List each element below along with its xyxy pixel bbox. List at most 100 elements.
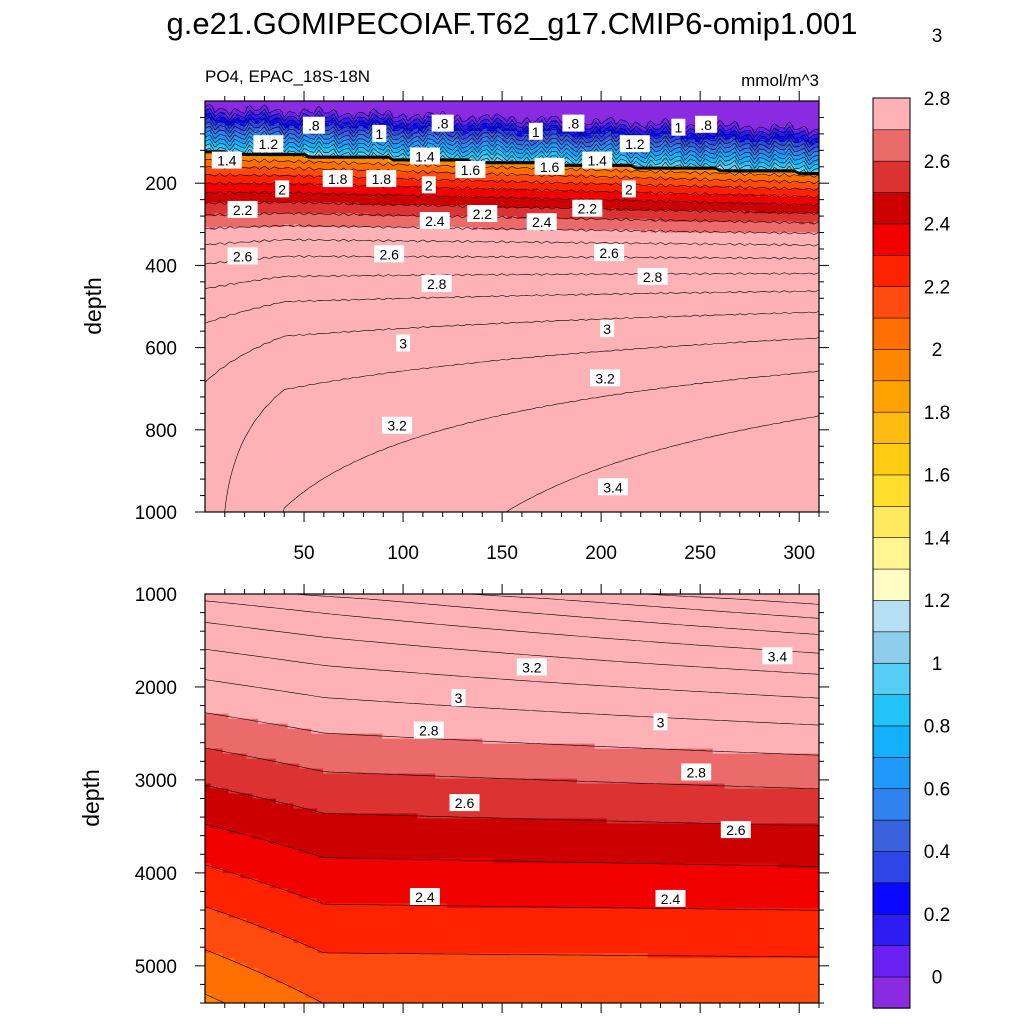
field-cell bbox=[685, 158, 691, 162]
field-cell bbox=[403, 185, 409, 190]
field-cell bbox=[546, 183, 553, 187]
field-cell bbox=[784, 155, 790, 160]
field-cell bbox=[447, 194, 454, 198]
field-cell bbox=[279, 161, 285, 165]
field-cell bbox=[363, 109, 369, 113]
field-cell bbox=[715, 144, 721, 149]
field-cell bbox=[289, 120, 295, 124]
field-cell bbox=[462, 128, 469, 132]
field-cell bbox=[205, 122, 211, 127]
field-cell bbox=[403, 147, 409, 151]
field-cell bbox=[566, 133, 573, 138]
field-cell bbox=[417, 205, 424, 209]
field-cell bbox=[363, 191, 369, 195]
field-cell bbox=[571, 172, 577, 176]
field-cell bbox=[526, 177, 533, 182]
field-cell bbox=[744, 136, 751, 140]
field-cell bbox=[467, 109, 473, 113]
field-cell bbox=[556, 174, 563, 179]
field-cell bbox=[769, 207, 776, 212]
field-cell bbox=[551, 207, 558, 212]
field-cell bbox=[655, 133, 662, 138]
field-cell bbox=[680, 188, 686, 193]
field-cell bbox=[789, 158, 795, 162]
field-cell bbox=[799, 101, 805, 105]
field-cell bbox=[507, 191, 513, 195]
field-cell bbox=[650, 111, 657, 116]
field-cell bbox=[680, 205, 686, 209]
field-cell bbox=[665, 101, 672, 105]
field-cell bbox=[308, 205, 315, 209]
field-cell bbox=[363, 188, 369, 193]
field-cell bbox=[719, 196, 726, 201]
field-cell bbox=[219, 128, 226, 132]
field-cell bbox=[690, 142, 696, 146]
field-cell bbox=[417, 133, 424, 138]
field-cell bbox=[308, 144, 315, 149]
field-cell bbox=[749, 166, 756, 171]
field-cell bbox=[403, 144, 409, 149]
field-cell bbox=[606, 172, 612, 176]
field-cell bbox=[606, 196, 612, 201]
field-cell bbox=[566, 139, 573, 143]
field-cell bbox=[472, 158, 478, 162]
field-cell bbox=[373, 106, 379, 110]
field-cell bbox=[264, 174, 270, 179]
field-cell bbox=[363, 101, 369, 105]
field-cell bbox=[343, 120, 350, 124]
field-cell bbox=[794, 114, 800, 119]
field-cell bbox=[814, 202, 819, 206]
field-cell bbox=[447, 205, 454, 209]
field-cell bbox=[388, 131, 394, 135]
field-cell bbox=[774, 180, 780, 184]
field-cell bbox=[304, 183, 310, 187]
field-cell bbox=[794, 199, 800, 203]
field-cell bbox=[462, 185, 469, 190]
field-cell bbox=[487, 183, 493, 187]
field-cell bbox=[719, 125, 726, 129]
field-cell bbox=[269, 185, 275, 190]
field-cell bbox=[209, 136, 216, 140]
field-cell bbox=[343, 131, 350, 135]
field-cell bbox=[264, 128, 270, 132]
field-cell bbox=[724, 205, 731, 209]
field-cell bbox=[447, 144, 454, 149]
field-cell bbox=[784, 188, 790, 193]
field-cell bbox=[719, 144, 726, 149]
field-cell bbox=[219, 172, 226, 176]
field-cell bbox=[398, 202, 404, 206]
field-cell bbox=[482, 136, 488, 140]
field-cell bbox=[615, 153, 622, 157]
field-cell bbox=[546, 122, 553, 127]
field-cell bbox=[378, 101, 384, 105]
field-cell bbox=[304, 164, 310, 168]
field-cell bbox=[710, 191, 716, 195]
field-cell bbox=[769, 136, 776, 140]
field-cell bbox=[219, 205, 226, 209]
field-cell bbox=[289, 101, 295, 105]
field-cell bbox=[353, 150, 360, 154]
field-cell bbox=[427, 207, 434, 212]
field-cell bbox=[427, 139, 434, 143]
field-cell bbox=[205, 153, 211, 157]
field-cell bbox=[754, 133, 761, 138]
field-cell bbox=[620, 128, 627, 132]
field-cell bbox=[323, 210, 330, 214]
field-cell bbox=[749, 133, 756, 138]
field-cell bbox=[695, 111, 701, 116]
field-cell bbox=[615, 111, 622, 116]
field-cell bbox=[700, 142, 706, 146]
field-cell bbox=[502, 125, 508, 129]
field-cell bbox=[680, 103, 686, 108]
field-cell bbox=[507, 177, 513, 182]
field-cell bbox=[779, 155, 785, 160]
field-cell bbox=[804, 174, 810, 179]
field-cell bbox=[512, 194, 518, 198]
field-cell bbox=[606, 205, 612, 209]
field-cell bbox=[318, 164, 325, 168]
field-cell bbox=[650, 180, 657, 184]
field-cell bbox=[779, 147, 785, 151]
field-cell bbox=[289, 169, 295, 173]
field-cell bbox=[205, 183, 211, 187]
field-cell bbox=[437, 161, 444, 165]
